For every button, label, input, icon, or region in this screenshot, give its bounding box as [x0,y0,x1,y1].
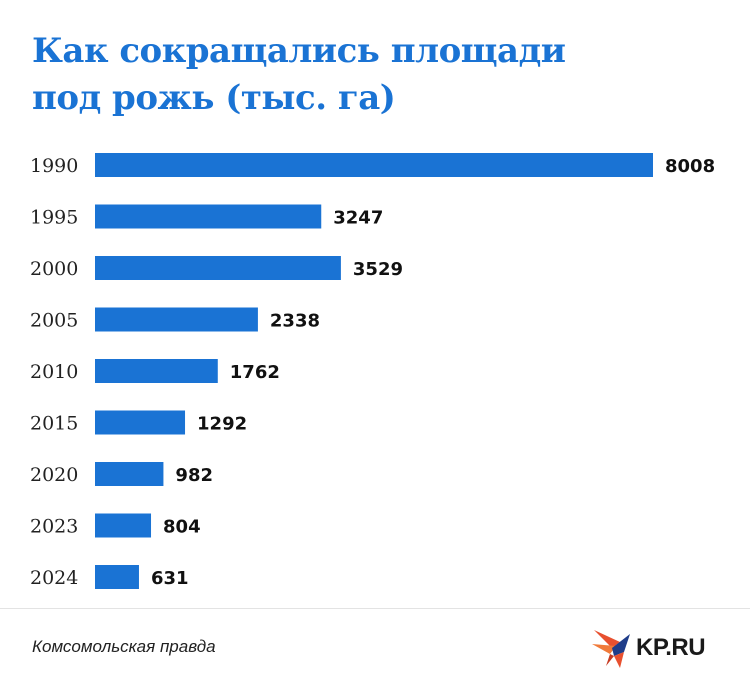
logo-text: KP.RU [636,634,706,661]
category-label: 2000 [30,258,78,280]
kp-logo[interactable]: KP.RU [590,622,730,672]
value-label: 631 [151,568,189,589]
category-label: 2020 [30,464,78,486]
category-label: 2015 [30,413,78,435]
value-label: 3529 [353,259,403,280]
value-label: 2338 [270,311,320,332]
bar [95,462,164,486]
bird-logo-icon [592,630,630,668]
category-label: 2024 [30,567,78,589]
category-label: 1990 [30,155,78,177]
bar [95,359,218,383]
bar [95,513,152,538]
value-label: 982 [175,465,213,486]
bar [95,565,139,589]
value-label: 804 [163,517,201,538]
chart-title: Как сокращались площади под рожь (тыс. г… [32,28,722,122]
chart-title-line-1: Как сокращались площади [32,31,566,71]
category-label: 1995 [30,207,78,229]
value-label: 8008 [665,156,715,177]
bar [95,204,322,229]
chart-title-line-2: под рожь (тыс. га) [32,78,396,118]
value-label: 3247 [333,208,383,229]
category-label: 2023 [30,516,78,538]
category-label: 2010 [30,361,78,383]
category-label: 2005 [30,310,78,332]
value-label: 1762 [230,362,280,383]
value-label: 1292 [197,414,247,435]
footer-divider [0,608,750,609]
source-label: Комсомольская правда [32,637,216,656]
bar [95,153,653,177]
bar [95,307,258,332]
bar-chart: 1990 8008 1995 3247 2000 3529 2005 2338 2010 1762… [30,153,715,589]
bar [95,410,186,435]
bar [95,256,341,280]
